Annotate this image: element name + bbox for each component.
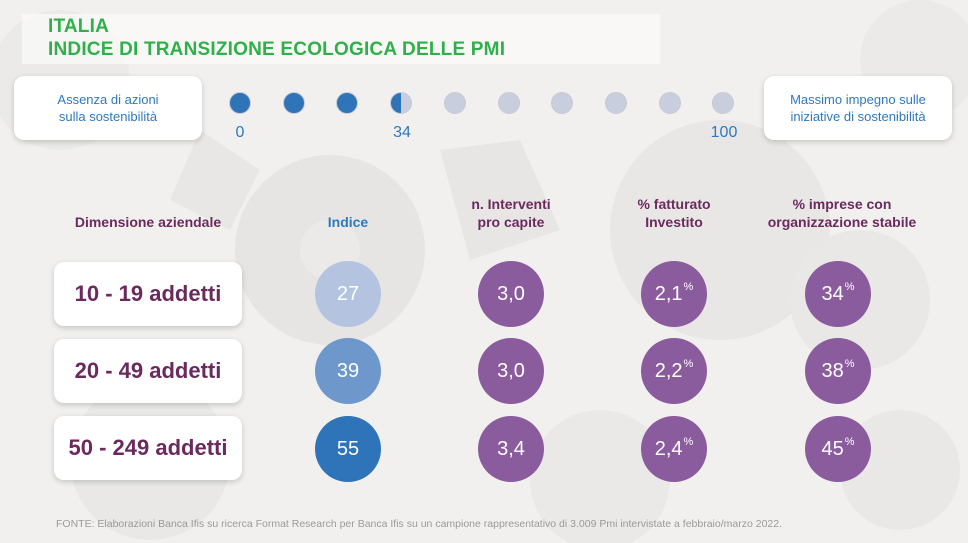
scale-dot	[390, 92, 413, 114]
bubble-value: 2,2	[654, 359, 683, 382]
bubble-value: 2,4	[654, 437, 683, 460]
footer-source: FONTE: Elaborazioni Banca Ifis su ricerc…	[56, 518, 783, 530]
column-header-fatturato: % fatturato Investito	[637, 196, 711, 230]
scale-dot	[658, 92, 681, 114]
scale-dot	[551, 92, 574, 114]
scale-tick-min: 0	[235, 124, 245, 141]
bubble-value: 39	[336, 359, 360, 382]
bubble-value: 3,0	[497, 282, 525, 305]
fatturato-bubble: 2,4%	[641, 416, 707, 482]
bubble-value: 55	[336, 437, 360, 460]
percent-sign: %	[683, 281, 694, 293]
bubble-value: 2,1	[654, 282, 683, 305]
scale-dot	[712, 92, 735, 114]
bubble-value: 3,4	[497, 437, 525, 460]
indice-bubble: 39	[315, 338, 381, 404]
scale-dot	[443, 92, 466, 114]
indice-bubble: 27	[315, 261, 381, 327]
bubble-value: 34	[821, 282, 844, 305]
percent-sign: %	[844, 436, 855, 448]
title-country: ITALIA	[48, 16, 110, 37]
scale-tick-value: 34	[393, 124, 411, 141]
interventi-bubble: 3,0	[478, 261, 544, 327]
scale-tick-max: 100	[710, 124, 738, 141]
bubble-value: 27	[336, 282, 360, 305]
imprese-bubble: 38%	[805, 338, 871, 404]
imprese-bubble: 45%	[805, 416, 871, 482]
percent-sign: %	[683, 436, 694, 448]
bubble-value: 45	[821, 437, 844, 460]
percent-sign: %	[844, 281, 855, 293]
row-label-20-49: 20 - 49 addetti	[54, 339, 242, 403]
scale-right-label: Massimo impegno sulle iniziative di sost…	[764, 76, 952, 140]
page-title: INDICE DI TRANSIZIONE ECOLOGICA DELLE PM…	[48, 39, 506, 60]
column-header-dimensione: Dimensione aziendale	[74, 214, 222, 230]
percent-sign: %	[844, 358, 855, 370]
percent-sign: %	[683, 358, 694, 370]
fatturato-bubble: 2,1%	[641, 261, 707, 327]
scale-dot	[336, 92, 359, 114]
row-label-50-249: 50 - 249 addetti	[54, 416, 242, 480]
column-header-indice: Indice	[327, 214, 369, 230]
title-band	[22, 14, 660, 64]
fatturato-bubble: 2,2%	[641, 338, 707, 404]
scale-dot	[497, 92, 520, 114]
bubble-value: 3,0	[497, 359, 525, 382]
interventi-bubble: 3,0	[478, 338, 544, 404]
column-header-interventi: n. Interventi pro capite	[471, 196, 551, 230]
scale-left-label: Assenza di azioni sulla sostenibilità	[14, 76, 202, 140]
row-label-10-19: 10 - 19 addetti	[54, 262, 242, 326]
interventi-bubble: 3,4	[478, 416, 544, 482]
scale-dot	[229, 92, 251, 114]
indice-bubble: 55	[315, 416, 381, 482]
imprese-bubble: 34%	[805, 261, 871, 327]
column-header-imprese: % imprese con organizzazione stabile	[767, 196, 917, 230]
scale-dot	[282, 92, 305, 114]
bubble-value: 38	[821, 359, 844, 382]
scale-dot	[604, 92, 627, 114]
